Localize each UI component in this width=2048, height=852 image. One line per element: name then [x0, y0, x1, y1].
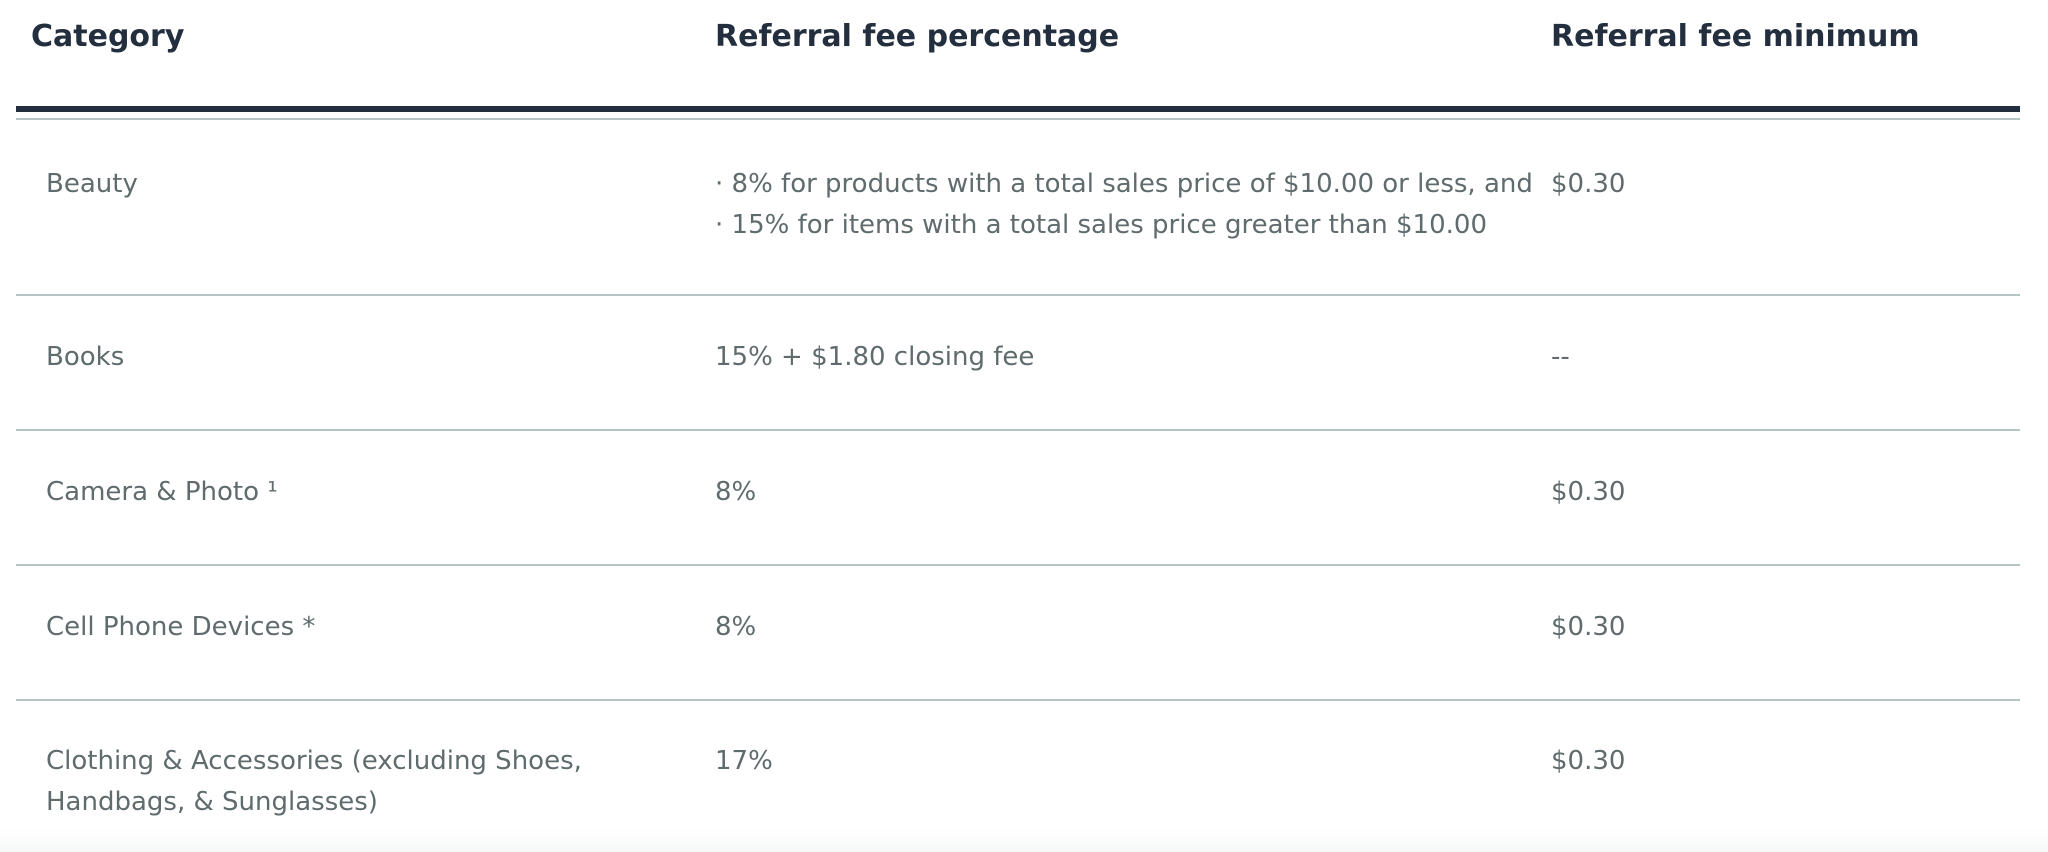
percentage-cell: 17% [715, 746, 773, 776]
percentage-line: · 8% for products with a total sales pri… [715, 169, 1533, 199]
header-sub-rule [16, 118, 2020, 120]
percentage-cell: · 8% for products with a total sales pri… [715, 164, 1533, 246]
table-row: Books 15% + $1.80 closing fee -- [16, 296, 2020, 431]
table-row: Clothing & Accessories (excluding Shoes,… [16, 701, 2020, 851]
header-referral-fee-percentage: Referral fee percentage [715, 19, 1120, 54]
category-line: Clothing & Accessories (excluding Shoes, [46, 746, 582, 776]
category-cell: Books [46, 342, 125, 372]
category-cell: Cell Phone Devices * [46, 612, 316, 642]
table-row: Beauty · 8% for products with a total sa… [16, 120, 2020, 296]
minimum-cell: $0.30 [1551, 169, 1626, 199]
percentage-cell: 15% + $1.80 closing fee [715, 342, 1035, 372]
table-header-row: Category Referral fee percentage Referra… [16, 0, 2020, 112]
category-cell: Camera & Photo ¹ [46, 477, 278, 507]
table-row: Camera & Photo ¹ 8% $0.30 [16, 431, 2020, 566]
table-row: Cell Phone Devices * 8% $0.30 [16, 566, 2020, 701]
header-category: Category [31, 19, 185, 54]
minimum-cell: $0.30 [1551, 477, 1626, 507]
minimum-cell: $0.30 [1551, 746, 1626, 776]
category-line: Handbags, & Sunglasses) [46, 787, 378, 817]
category-cell: Clothing & Accessories (excluding Shoes,… [46, 741, 582, 823]
minimum-cell: $0.30 [1551, 612, 1626, 642]
percentage-line: · 15% for items with a total sales price… [715, 210, 1487, 240]
header-referral-fee-minimum: Referral fee minimum [1551, 19, 1920, 54]
minimum-cell: -- [1551, 342, 1570, 372]
percentage-cell: 8% [715, 612, 757, 642]
category-cell: Beauty [46, 169, 138, 199]
bottom-fade [0, 828, 2048, 852]
percentage-cell: 8% [715, 477, 757, 507]
referral-fee-table: Category Referral fee percentage Referra… [16, 0, 2020, 851]
